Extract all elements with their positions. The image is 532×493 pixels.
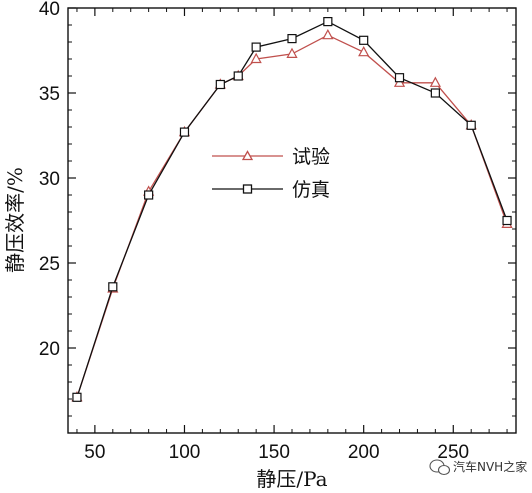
data-point bbox=[108, 282, 118, 292]
plot-frame bbox=[67, 7, 517, 434]
data-point bbox=[287, 33, 297, 44]
y-tick-label: 20 bbox=[39, 339, 60, 360]
data-point bbox=[394, 73, 405, 83]
data-point bbox=[286, 47, 298, 59]
y-tick-label: 30 bbox=[39, 169, 60, 190]
data-point bbox=[323, 17, 333, 27]
data-point bbox=[322, 28, 334, 40]
data-point bbox=[429, 76, 441, 87]
x-tick-label: 50 bbox=[84, 442, 105, 463]
data-series bbox=[71, 17, 513, 402]
legend-marker-test bbox=[241, 150, 254, 161]
watermark: 汽车NVH之家 bbox=[429, 459, 527, 476]
x-tick-label: 100 bbox=[169, 442, 201, 463]
watermark-text: 汽车NVH之家 bbox=[453, 459, 527, 474]
wechat-icon bbox=[429, 459, 451, 476]
series-line bbox=[76, 34, 508, 398]
x-tick-label: 150 bbox=[258, 442, 290, 463]
data-point bbox=[430, 88, 440, 98]
data-point bbox=[179, 127, 190, 137]
series-sim bbox=[72, 17, 512, 402]
data-point bbox=[358, 45, 370, 57]
y-axis-title: 静压效率/% bbox=[3, 167, 27, 273]
legend-label-test: 试验 bbox=[292, 146, 330, 168]
y-tick-label: 40 bbox=[39, 0, 60, 20]
legend-marker-sim bbox=[242, 184, 253, 194]
axis-ticks bbox=[68, 7, 516, 433]
data-point bbox=[359, 35, 369, 45]
series-line bbox=[76, 20, 508, 398]
x-tick-label: 200 bbox=[348, 442, 380, 463]
legend: 试验 仿真 bbox=[212, 146, 330, 201]
axis-tick-labels: 50 100 150 200 250 20 25 30 35 40 bbox=[39, 0, 469, 463]
data-point bbox=[215, 79, 225, 90]
data-point bbox=[144, 190, 154, 200]
series-test bbox=[71, 28, 513, 402]
data-point bbox=[250, 52, 262, 64]
data-point bbox=[251, 42, 261, 52]
y-tick-label: 35 bbox=[39, 84, 60, 105]
x-tick-label: 250 bbox=[437, 442, 469, 463]
y-tick-label: 25 bbox=[39, 254, 60, 275]
data-point bbox=[502, 215, 512, 226]
data-point bbox=[233, 71, 243, 81]
x-axis-title: 静压/Pa bbox=[256, 467, 327, 491]
data-point bbox=[72, 392, 82, 402]
data-point bbox=[466, 120, 476, 130]
legend-label-sim: 仿真 bbox=[292, 179, 330, 201]
